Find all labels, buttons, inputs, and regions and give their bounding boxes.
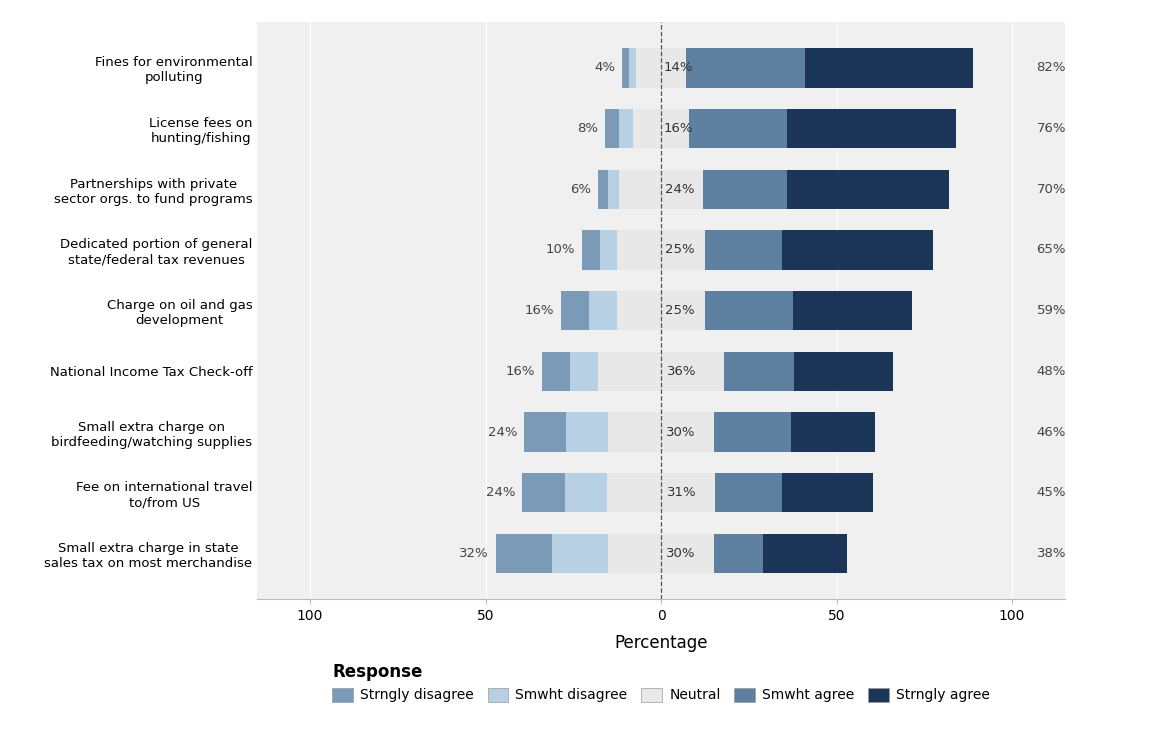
Bar bbox=[689, 109, 787, 148]
Bar bbox=[552, 534, 608, 573]
Bar bbox=[661, 230, 704, 270]
Bar bbox=[522, 473, 564, 512]
Text: 45%: 45% bbox=[1037, 486, 1066, 499]
Text: 31%: 31% bbox=[667, 486, 696, 499]
Text: 48%: 48% bbox=[1037, 365, 1066, 378]
Text: 32%: 32% bbox=[460, 547, 489, 560]
Bar bbox=[542, 352, 570, 391]
Bar bbox=[782, 473, 873, 512]
Bar bbox=[560, 291, 589, 330]
Bar bbox=[629, 48, 636, 88]
Bar bbox=[618, 230, 661, 270]
Text: 59%: 59% bbox=[1037, 304, 1066, 317]
Bar bbox=[724, 352, 794, 391]
Bar bbox=[605, 109, 619, 148]
Bar bbox=[714, 534, 763, 573]
Bar bbox=[763, 534, 847, 573]
Text: 36%: 36% bbox=[667, 365, 697, 378]
Bar bbox=[619, 109, 633, 148]
Bar bbox=[608, 412, 661, 452]
Bar bbox=[714, 412, 791, 452]
Text: 6%: 6% bbox=[570, 183, 591, 196]
Bar bbox=[564, 473, 606, 512]
Bar bbox=[661, 352, 724, 391]
Text: 30%: 30% bbox=[666, 547, 696, 560]
Bar bbox=[661, 109, 689, 148]
Text: 8%: 8% bbox=[577, 122, 598, 135]
Bar bbox=[661, 473, 715, 512]
Bar bbox=[524, 412, 566, 452]
Bar bbox=[496, 534, 552, 573]
Bar bbox=[598, 170, 608, 209]
Bar bbox=[633, 109, 661, 148]
Bar bbox=[661, 48, 686, 88]
Bar bbox=[566, 412, 608, 452]
Text: 24%: 24% bbox=[666, 183, 695, 196]
Bar bbox=[787, 109, 956, 148]
Bar bbox=[704, 230, 782, 270]
Text: 76%: 76% bbox=[1037, 122, 1066, 135]
Text: 70%: 70% bbox=[1037, 183, 1066, 196]
Bar bbox=[704, 291, 793, 330]
Text: 16%: 16% bbox=[524, 304, 553, 317]
Bar bbox=[622, 48, 629, 88]
Text: 10%: 10% bbox=[545, 243, 574, 257]
Text: 25%: 25% bbox=[666, 304, 695, 317]
Bar bbox=[715, 473, 782, 512]
Text: 24%: 24% bbox=[486, 486, 515, 499]
Bar bbox=[583, 230, 599, 270]
Bar bbox=[791, 412, 875, 452]
Bar bbox=[787, 170, 949, 209]
Text: 65%: 65% bbox=[1037, 243, 1066, 257]
Text: 46%: 46% bbox=[1037, 425, 1066, 439]
Text: 14%: 14% bbox=[663, 61, 693, 75]
Bar bbox=[661, 291, 704, 330]
Bar bbox=[608, 534, 661, 573]
Text: 4%: 4% bbox=[594, 61, 615, 75]
X-axis label: Percentage: Percentage bbox=[614, 635, 708, 652]
Bar bbox=[570, 352, 598, 391]
Bar bbox=[793, 291, 913, 330]
Text: 30%: 30% bbox=[666, 425, 696, 439]
Bar bbox=[661, 412, 714, 452]
Bar bbox=[618, 291, 661, 330]
Bar bbox=[608, 170, 619, 209]
Text: 16%: 16% bbox=[505, 365, 535, 378]
Bar bbox=[598, 352, 661, 391]
Bar bbox=[661, 170, 703, 209]
Text: 16%: 16% bbox=[663, 122, 694, 135]
Bar bbox=[619, 170, 661, 209]
Bar bbox=[636, 48, 661, 88]
Text: 38%: 38% bbox=[1037, 547, 1066, 560]
Bar bbox=[805, 48, 973, 88]
Bar bbox=[686, 48, 805, 88]
Bar bbox=[661, 534, 714, 573]
Bar bbox=[703, 170, 787, 209]
Text: 24%: 24% bbox=[488, 425, 517, 439]
Legend: Strngly disagree, Smwht disagree, Neutral, Smwht agree, Strngly agree: Strngly disagree, Smwht disagree, Neutra… bbox=[326, 657, 996, 708]
Bar bbox=[599, 230, 618, 270]
Text: 82%: 82% bbox=[1037, 61, 1066, 75]
Text: 25%: 25% bbox=[666, 243, 695, 257]
Bar bbox=[589, 291, 618, 330]
Bar bbox=[794, 352, 893, 391]
Bar bbox=[606, 473, 661, 512]
Bar bbox=[782, 230, 934, 270]
